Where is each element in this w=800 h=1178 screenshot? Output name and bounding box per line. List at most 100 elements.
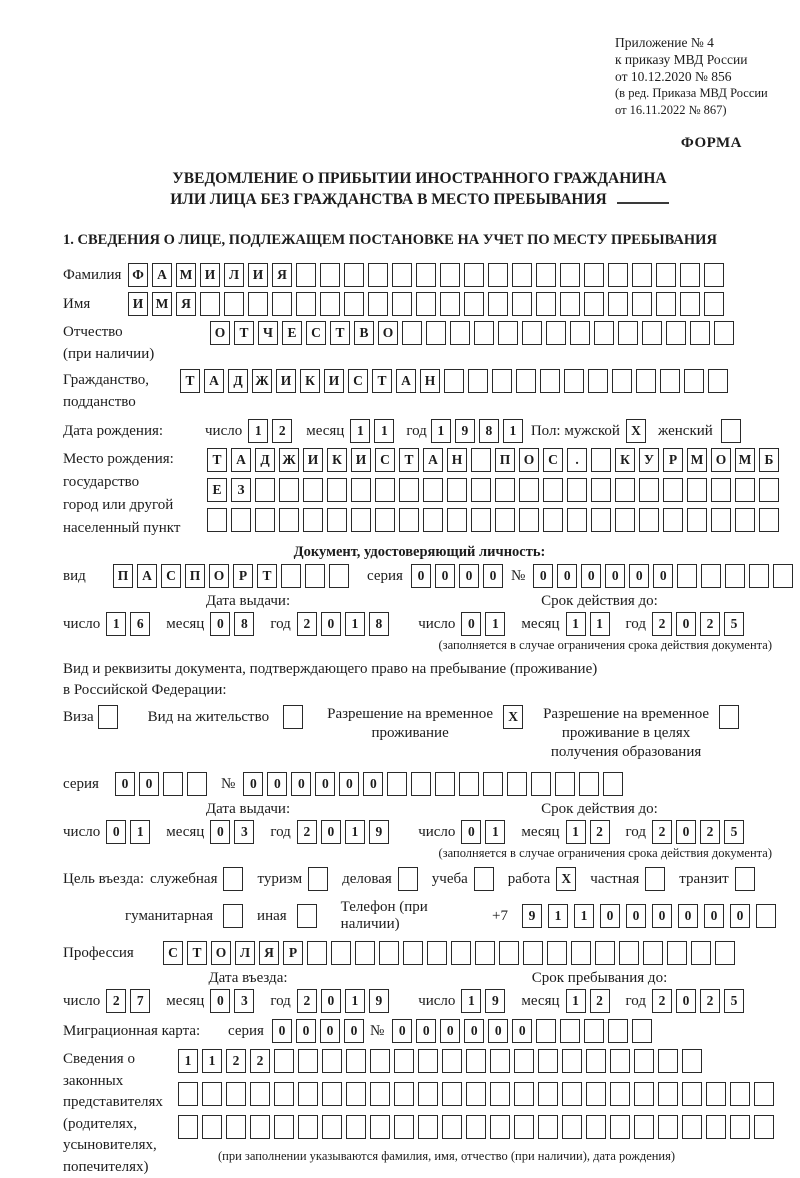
char-cell[interactable] bbox=[303, 478, 323, 502]
char-cell[interactable]: П bbox=[113, 564, 133, 588]
char-cell[interactable] bbox=[514, 1082, 534, 1106]
char-cell[interactable] bbox=[440, 263, 460, 287]
char-cell[interactable]: 8 bbox=[479, 419, 499, 443]
char-cell[interactable] bbox=[514, 1049, 534, 1073]
char-cell[interactable]: Д bbox=[228, 369, 248, 393]
char-cell[interactable]: 0 bbox=[464, 1019, 484, 1043]
char-cell[interactable] bbox=[402, 321, 422, 345]
char-cell[interactable] bbox=[250, 1082, 270, 1106]
char-cell[interactable]: К bbox=[615, 448, 635, 472]
char-cell[interactable]: М bbox=[735, 448, 755, 472]
char-cell[interactable]: Я bbox=[272, 263, 292, 287]
char-cell[interactable] bbox=[608, 263, 628, 287]
char-cell[interactable] bbox=[588, 369, 608, 393]
char-cell[interactable] bbox=[538, 1115, 558, 1139]
char-cell[interactable] bbox=[471, 448, 491, 472]
char-cell[interactable] bbox=[226, 1082, 246, 1106]
char-cell[interactable] bbox=[498, 321, 518, 345]
char-cell[interactable]: В bbox=[354, 321, 374, 345]
char-cell[interactable]: 0 bbox=[139, 772, 159, 796]
char-cell[interactable] bbox=[608, 1019, 628, 1043]
char-cell[interactable] bbox=[303, 508, 323, 532]
char-cell[interactable] bbox=[296, 292, 316, 316]
char-cell[interactable]: 0 bbox=[730, 904, 750, 928]
char-cell[interactable] bbox=[320, 263, 340, 287]
char-cell[interactable] bbox=[322, 1115, 342, 1139]
char-cell[interactable]: 1 bbox=[178, 1049, 198, 1073]
char-cell[interactable] bbox=[305, 564, 325, 588]
char-cell[interactable] bbox=[610, 1082, 630, 1106]
char-cell[interactable] bbox=[226, 1115, 246, 1139]
char-cell[interactable]: И bbox=[351, 448, 371, 472]
char-cell[interactable]: Т bbox=[399, 448, 419, 472]
char-cell[interactable] bbox=[512, 292, 532, 316]
visa-checkbox[interactable] bbox=[98, 705, 118, 729]
char-cell[interactable] bbox=[296, 263, 316, 287]
char-cell[interactable] bbox=[636, 369, 656, 393]
char-cell[interactable] bbox=[423, 508, 443, 532]
char-cell[interactable]: 2 bbox=[652, 612, 672, 636]
char-cell[interactable]: 1 bbox=[345, 820, 365, 844]
purpose-rabota-checkbox[interactable]: X bbox=[556, 867, 576, 891]
char-cell[interactable] bbox=[492, 369, 512, 393]
char-cell[interactable] bbox=[416, 263, 436, 287]
char-cell[interactable]: 0 bbox=[321, 820, 341, 844]
char-cell[interactable] bbox=[684, 369, 704, 393]
char-cell[interactable] bbox=[643, 941, 663, 965]
char-cell[interactable] bbox=[730, 1082, 750, 1106]
char-cell[interactable]: 0 bbox=[600, 904, 620, 928]
char-cell[interactable] bbox=[427, 941, 447, 965]
char-cell[interactable] bbox=[466, 1049, 486, 1073]
char-cell[interactable] bbox=[370, 1049, 390, 1073]
char-cell[interactable]: 2 bbox=[297, 820, 317, 844]
char-cell[interactable]: 0 bbox=[243, 772, 263, 796]
char-cell[interactable] bbox=[610, 1049, 630, 1073]
char-cell[interactable]: 1 bbox=[566, 820, 586, 844]
char-cell[interactable]: И bbox=[128, 292, 148, 316]
char-cell[interactable] bbox=[355, 941, 375, 965]
char-cell[interactable]: 2 bbox=[700, 989, 720, 1013]
char-cell[interactable]: 0 bbox=[483, 564, 503, 588]
char-cell[interactable] bbox=[394, 1049, 414, 1073]
char-cell[interactable] bbox=[690, 321, 710, 345]
char-cell[interactable] bbox=[379, 941, 399, 965]
char-cell[interactable]: Е bbox=[282, 321, 302, 345]
char-cell[interactable] bbox=[464, 292, 484, 316]
char-cell[interactable]: Ж bbox=[252, 369, 272, 393]
char-cell[interactable]: 1 bbox=[574, 904, 594, 928]
char-cell[interactable] bbox=[202, 1082, 222, 1106]
char-cell[interactable] bbox=[435, 772, 455, 796]
char-cell[interactable] bbox=[735, 508, 755, 532]
char-cell[interactable]: 0 bbox=[533, 564, 553, 588]
char-cell[interactable] bbox=[591, 508, 611, 532]
char-cell[interactable] bbox=[351, 478, 371, 502]
char-cell[interactable]: Т bbox=[187, 941, 207, 965]
char-cell[interactable]: 0 bbox=[267, 772, 287, 796]
char-cell[interactable] bbox=[298, 1049, 318, 1073]
char-cell[interactable] bbox=[759, 508, 779, 532]
char-cell[interactable]: У bbox=[639, 448, 659, 472]
char-cell[interactable] bbox=[499, 941, 519, 965]
char-cell[interactable]: О bbox=[210, 321, 230, 345]
char-cell[interactable] bbox=[488, 263, 508, 287]
purpose-ucheba-checkbox[interactable] bbox=[474, 867, 494, 891]
char-cell[interactable]: 2 bbox=[297, 989, 317, 1013]
char-cell[interactable]: 1 bbox=[202, 1049, 222, 1073]
char-cell[interactable]: С bbox=[163, 941, 183, 965]
char-cell[interactable]: М bbox=[176, 263, 196, 287]
char-cell[interactable] bbox=[248, 292, 268, 316]
char-cell[interactable] bbox=[725, 564, 745, 588]
char-cell[interactable] bbox=[426, 321, 446, 345]
char-cell[interactable] bbox=[591, 478, 611, 502]
purpose-chastnaya-checkbox[interactable] bbox=[645, 867, 665, 891]
char-cell[interactable] bbox=[660, 369, 680, 393]
char-cell[interactable] bbox=[327, 478, 347, 502]
sex-male-checkbox[interactable]: X bbox=[626, 419, 646, 443]
char-cell[interactable]: 0 bbox=[106, 820, 126, 844]
char-cell[interactable]: З bbox=[231, 478, 251, 502]
char-cell[interactable]: А bbox=[137, 564, 157, 588]
char-cell[interactable] bbox=[730, 1115, 750, 1139]
char-cell[interactable] bbox=[392, 263, 412, 287]
char-cell[interactable] bbox=[708, 369, 728, 393]
char-cell[interactable]: 0 bbox=[653, 564, 673, 588]
